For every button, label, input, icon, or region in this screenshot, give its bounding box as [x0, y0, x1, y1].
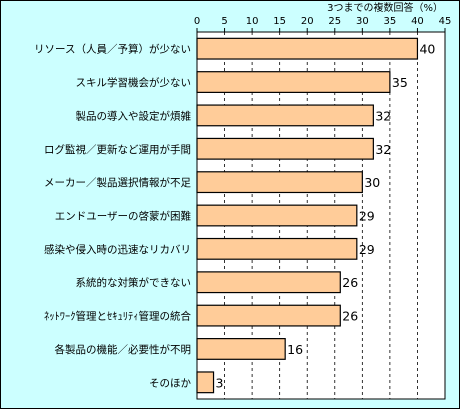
value-label: 32 — [375, 108, 391, 123]
category-label: ﾈｯﾄﾜｰｸ管理とｾｷｭﾘﾃｨ管理の統合 — [44, 310, 191, 323]
x-tick-label: 30 — [356, 16, 369, 27]
bar — [196, 171, 363, 194]
x-tick-label: 45 — [439, 16, 452, 27]
bar — [196, 271, 341, 294]
value-label: 29 — [359, 242, 375, 257]
x-axis-ticks: 0 5 10 15 20 25 30 35 40 45 — [194, 16, 452, 32]
bar — [196, 104, 374, 127]
category-label: 系統的な対策ができない — [76, 276, 192, 289]
value-label: 26 — [342, 309, 358, 324]
value-label: 30 — [364, 175, 380, 190]
bar — [196, 237, 358, 260]
bar — [196, 371, 215, 394]
value-label: 40 — [419, 42, 435, 57]
x-tick-label: 10 — [246, 16, 259, 27]
value-label: 26 — [342, 275, 358, 290]
x-tick-label: 35 — [384, 16, 397, 27]
x-tick-label: 0 — [194, 16, 200, 27]
bar — [196, 71, 391, 93]
x-tick-label: 25 — [328, 16, 341, 27]
category-label: そのほか — [149, 377, 191, 389]
category-label: スキル学習機会が少ない — [76, 76, 192, 89]
category-labels: リソース（人員／予算）が少ないスキル学習機会が少ない製品の導入や設定が煩雑ログ監… — [34, 43, 191, 390]
x-tick-label: 40 — [411, 16, 424, 27]
bar — [196, 304, 341, 327]
category-label: ログ監視／更新など運用が手間 — [44, 143, 191, 156]
category-label: エンドユーザーの啓蒙が困難 — [55, 210, 192, 223]
category-label: 感染や侵入時の迅速なリカバリ — [44, 243, 191, 256]
category-label: 製品の導入や設定が煩雑 — [76, 109, 192, 122]
value-label: 35 — [392, 75, 408, 90]
x-tick-label: 15 — [273, 16, 286, 27]
bars — [196, 37, 419, 394]
x-tick-label: 5 — [221, 16, 227, 27]
value-label: 3 — [216, 375, 224, 390]
category-label: リソース（人員／予算）が少ない — [34, 43, 191, 56]
bar — [196, 338, 286, 360]
bar — [196, 37, 419, 60]
gridlines — [224, 32, 418, 399]
category-label: メーカー／製品選択情報が不足 — [44, 176, 191, 189]
category-label: 各製品の機能／必要性が不明 — [55, 343, 192, 356]
value-labels: 40 35 32 32 30 29 29 26 26 16 3 — [216, 42, 436, 391]
bar — [196, 137, 374, 160]
bar — [196, 204, 358, 227]
value-label: 32 — [375, 142, 391, 157]
value-label: 16 — [287, 342, 303, 357]
unit-label: 3つまでの複数回答（%） — [327, 1, 443, 14]
value-label: 29 — [359, 209, 375, 224]
x-tick-label: 20 — [301, 16, 314, 27]
